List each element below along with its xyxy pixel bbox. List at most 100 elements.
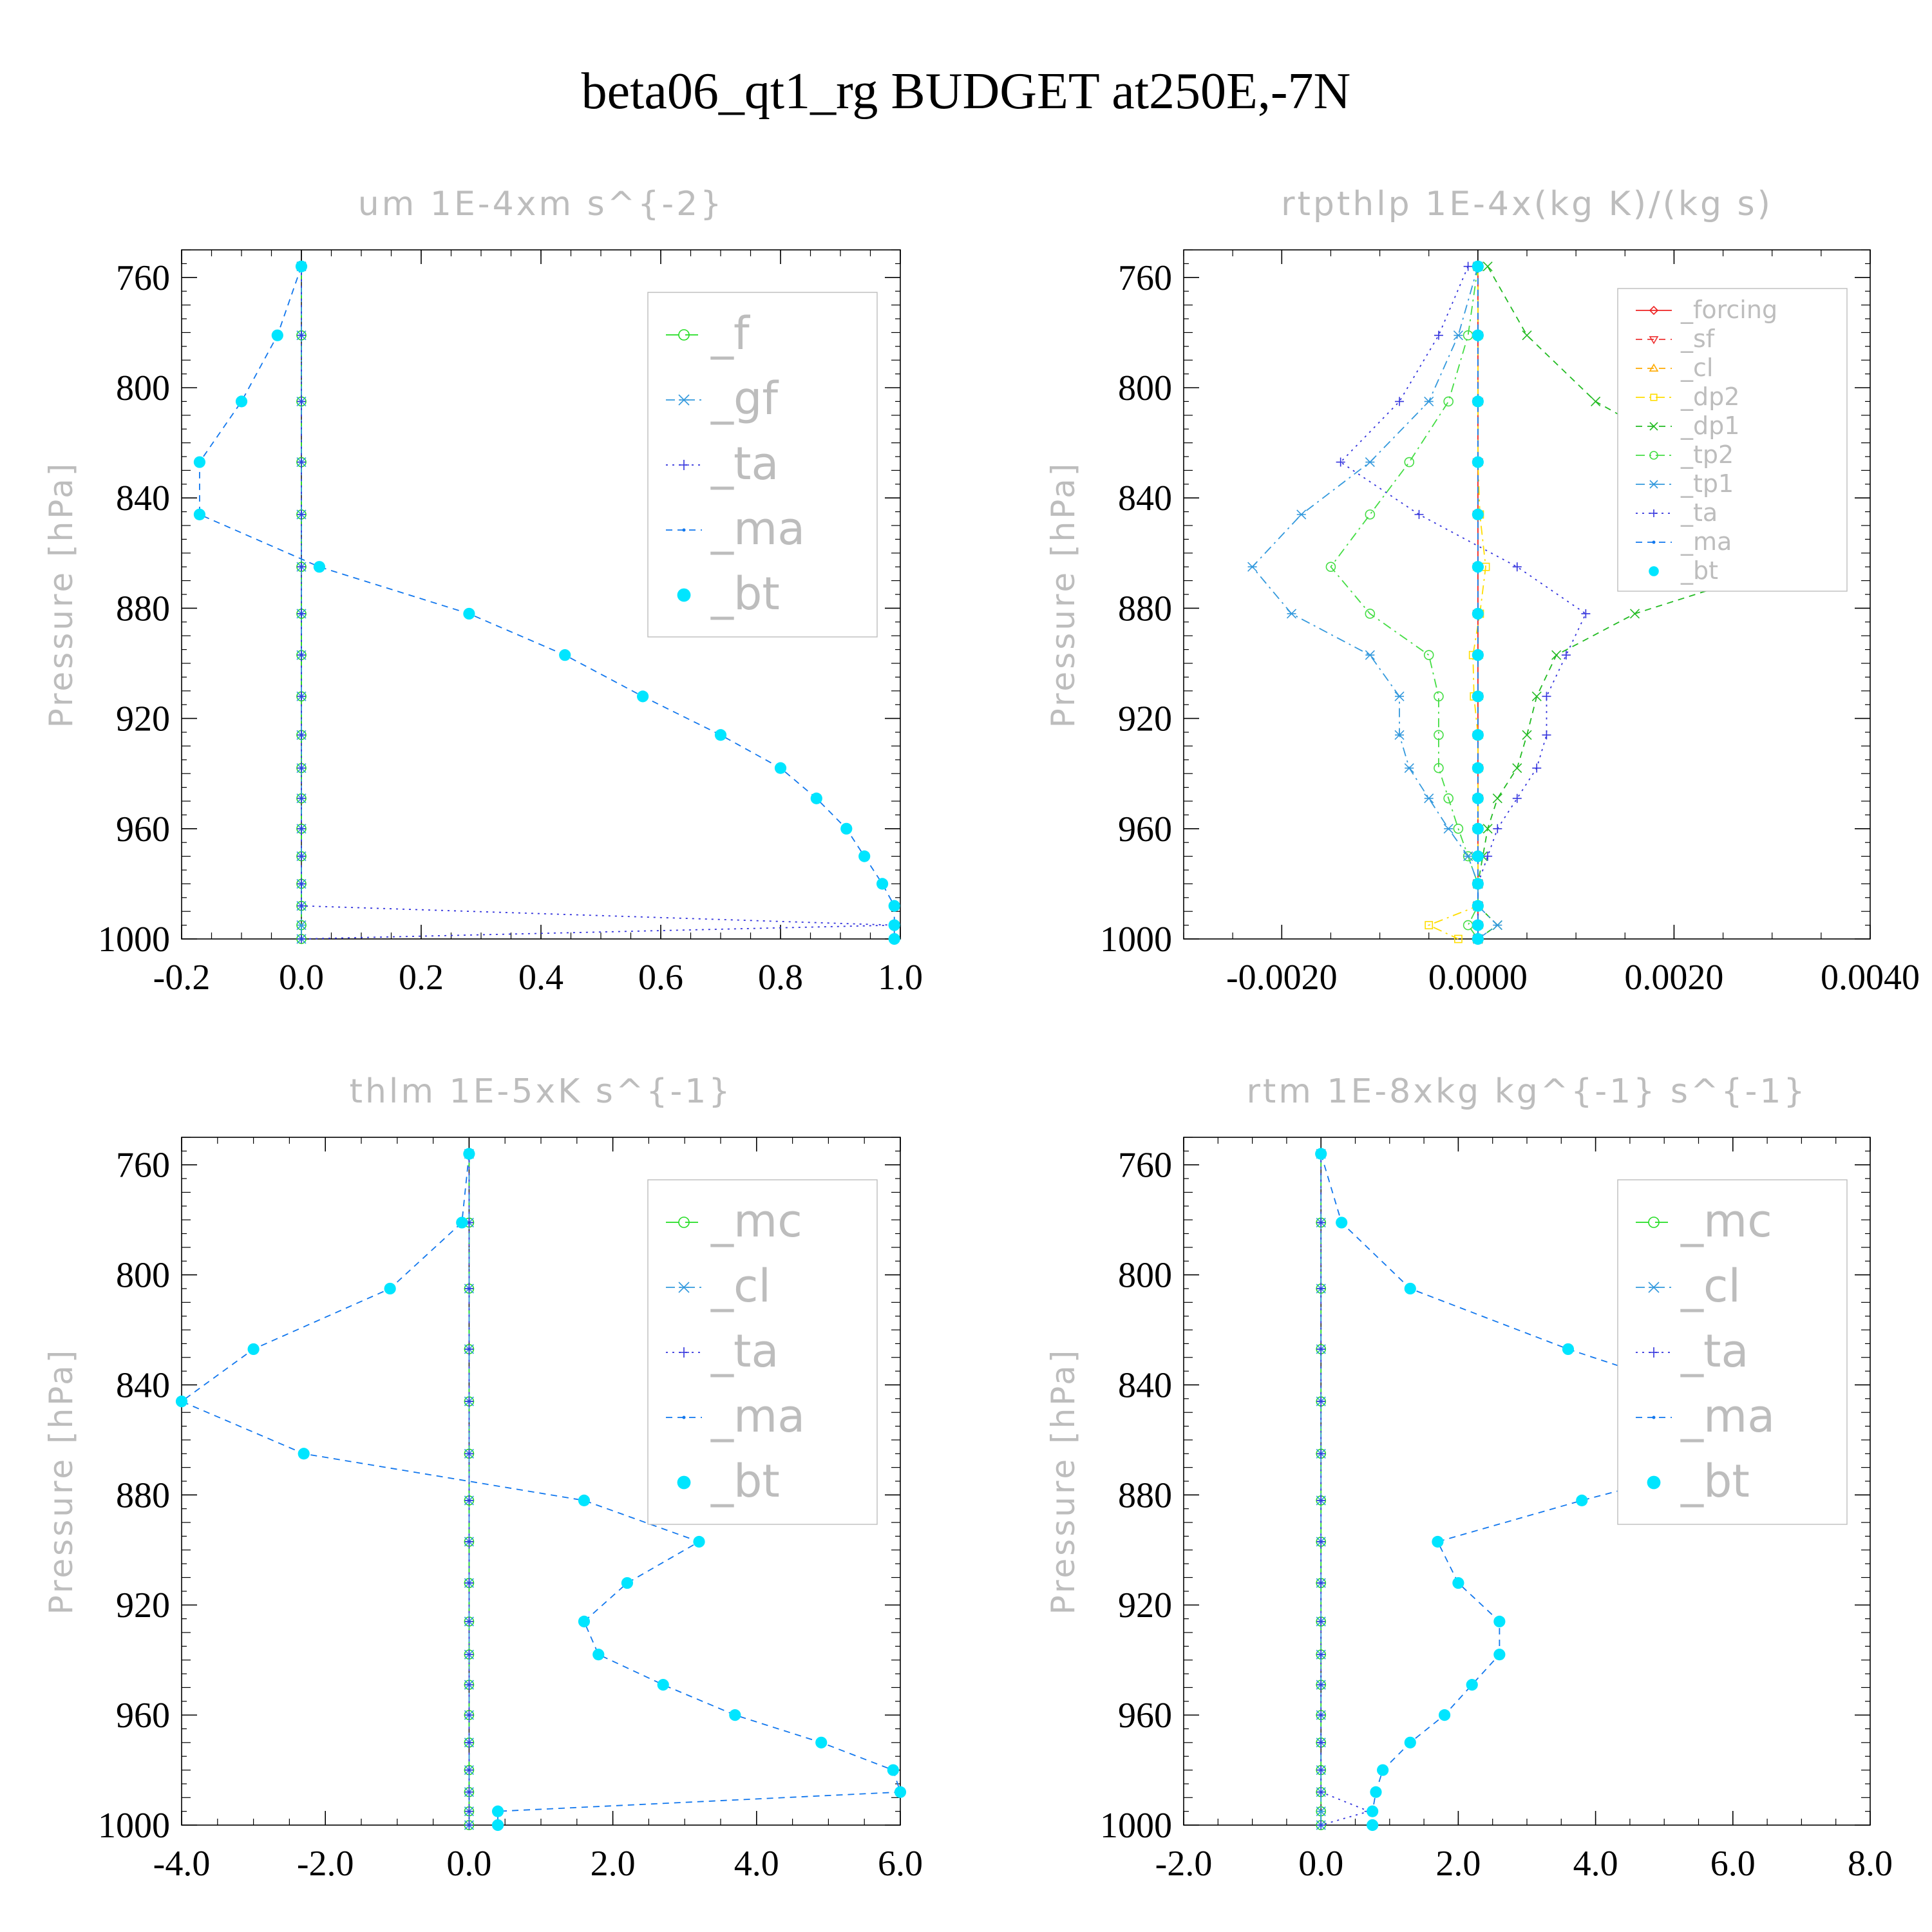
point-ta — [1316, 1344, 1326, 1354]
point-bt — [888, 919, 900, 931]
point-bt — [175, 1396, 188, 1408]
point-bt — [1315, 1148, 1327, 1160]
x-tick-label: 0.0 — [1298, 1844, 1343, 1884]
point-ta — [297, 763, 306, 773]
point-ta — [464, 1344, 474, 1354]
point-dp2 — [1425, 921, 1434, 929]
point-tp2 — [1434, 691, 1444, 702]
y-tick-label: 960 — [116, 810, 170, 849]
panels: um 1E-4xm s^{-2} Pressure [hPa] -0.2 0.0 0.2… — [43, 185, 1920, 1884]
legend: _mc _cl _ta _ma _bt — [1617, 1179, 1848, 1525]
x-tick-label: 0.8 — [758, 958, 803, 998]
point-bt — [1367, 1819, 1379, 1832]
legend-label: _f — [710, 307, 750, 360]
point-tp1 — [1365, 457, 1375, 468]
point-bt — [774, 762, 787, 774]
point-ta — [297, 509, 306, 519]
y-axis-label: Pressure [hPa] — [1045, 461, 1082, 728]
legend-label: _bt — [1680, 1455, 1750, 1508]
point-bt — [559, 649, 571, 661]
point-bt — [1367, 1805, 1379, 1817]
legend: _mc _cl _ta _ma _bt — [647, 1179, 878, 1525]
point-ta — [1483, 851, 1493, 861]
point-bt — [456, 1217, 468, 1229]
legend-label: _cl — [710, 1260, 771, 1312]
legend-label: _tp1 — [1680, 469, 1734, 498]
point-dp2 — [1454, 934, 1463, 943]
point-ta — [1434, 330, 1443, 340]
y-tick-label: 840 — [1118, 1365, 1172, 1405]
y-tick-label: 1000 — [1100, 1806, 1172, 1846]
y-tick-label: 920 — [116, 1586, 170, 1625]
y-tick-label: 840 — [116, 478, 170, 518]
point-ta — [464, 1787, 474, 1797]
y-tick-label: 800 — [1118, 368, 1172, 408]
point-bt — [1472, 919, 1484, 931]
legend-label: _cl — [1680, 1260, 1741, 1312]
point-bt — [1576, 1494, 1588, 1507]
legend-label: _ma — [1680, 527, 1732, 556]
point-bt — [894, 1786, 907, 1798]
point-ta — [297, 730, 306, 740]
point-ta — [297, 793, 306, 803]
legend-label: _ma — [1680, 1390, 1775, 1443]
point-ta — [1316, 1616, 1326, 1626]
y-tick-label: 880 — [1118, 589, 1172, 629]
point-bt — [888, 900, 900, 912]
point-bt — [1472, 329, 1484, 341]
legend-marker — [1649, 363, 1659, 372]
point-bt — [1466, 1679, 1478, 1691]
point-bt — [271, 329, 283, 341]
point-ta — [297, 397, 306, 406]
point-ta — [1463, 261, 1473, 271]
y-tick-label: 1000 — [98, 1806, 170, 1846]
point-bt — [1472, 933, 1484, 945]
legend: _f _gf _ta _ma _bt — [647, 292, 878, 638]
point-bt — [1472, 878, 1484, 890]
point-dp1 — [1551, 650, 1562, 660]
panel-title: rtpthlp 1E-4x(kg K)/(kg s) — [1281, 185, 1773, 223]
panel-title: um 1E-4xm s^{-2} — [358, 185, 724, 223]
x-tick-label: 6.0 — [1710, 1844, 1756, 1884]
x-tick-label: 0.2 — [399, 958, 444, 998]
point-dp1 — [1492, 793, 1502, 804]
x-tick-label: -2.0 — [1155, 1844, 1213, 1884]
x-tick-label: 2.0 — [1435, 1844, 1481, 1884]
point-bt — [1472, 260, 1484, 272]
legend-label: _bt — [710, 567, 780, 620]
y-axis-label: Pressure [hPa] — [43, 461, 80, 728]
point-bt — [840, 822, 853, 835]
legend-label: _ma — [710, 1390, 805, 1443]
legend-marker — [678, 1217, 690, 1228]
point-bt — [247, 1343, 260, 1356]
legend-marker — [679, 460, 689, 470]
point-tp1 — [1365, 650, 1375, 660]
legend-marker — [677, 1475, 691, 1490]
point-tp2 — [1434, 762, 1444, 773]
chart-panel-1: um 1E-4xm s^{-2} Pressure [hPa] -0.2 0.0 0.2… — [43, 185, 923, 998]
x-tick-label: 0.0020 — [1624, 958, 1723, 998]
legend-label: _gf — [710, 372, 779, 425]
point-bt — [729, 1709, 741, 1721]
legend-label: _mc — [1680, 1195, 1772, 1247]
point-tp1 — [1424, 793, 1434, 804]
legend-marker — [1648, 1282, 1660, 1293]
series-line-ma — [1320, 1153, 1761, 1825]
point-cl — [1316, 1806, 1326, 1817]
point-dp1 — [1512, 763, 1522, 773]
x-tick-label: -0.2 — [153, 958, 211, 998]
point-ta — [1316, 1821, 1326, 1830]
legend-label: _bt — [1680, 556, 1718, 585]
point-ta — [1512, 562, 1522, 572]
point-ta — [464, 1283, 474, 1293]
point-ta — [464, 1449, 474, 1459]
point-tp2 — [1365, 609, 1376, 619]
x-tick-label: 4.0 — [1573, 1844, 1618, 1884]
legend-marker — [1649, 1347, 1659, 1358]
point-ta — [1316, 1710, 1326, 1720]
point-ta — [1316, 1283, 1326, 1293]
point-bt — [298, 1448, 310, 1460]
point-ta — [1316, 1397, 1326, 1406]
point-tp2 — [1423, 650, 1434, 660]
y-tick-label: 840 — [1118, 478, 1172, 518]
